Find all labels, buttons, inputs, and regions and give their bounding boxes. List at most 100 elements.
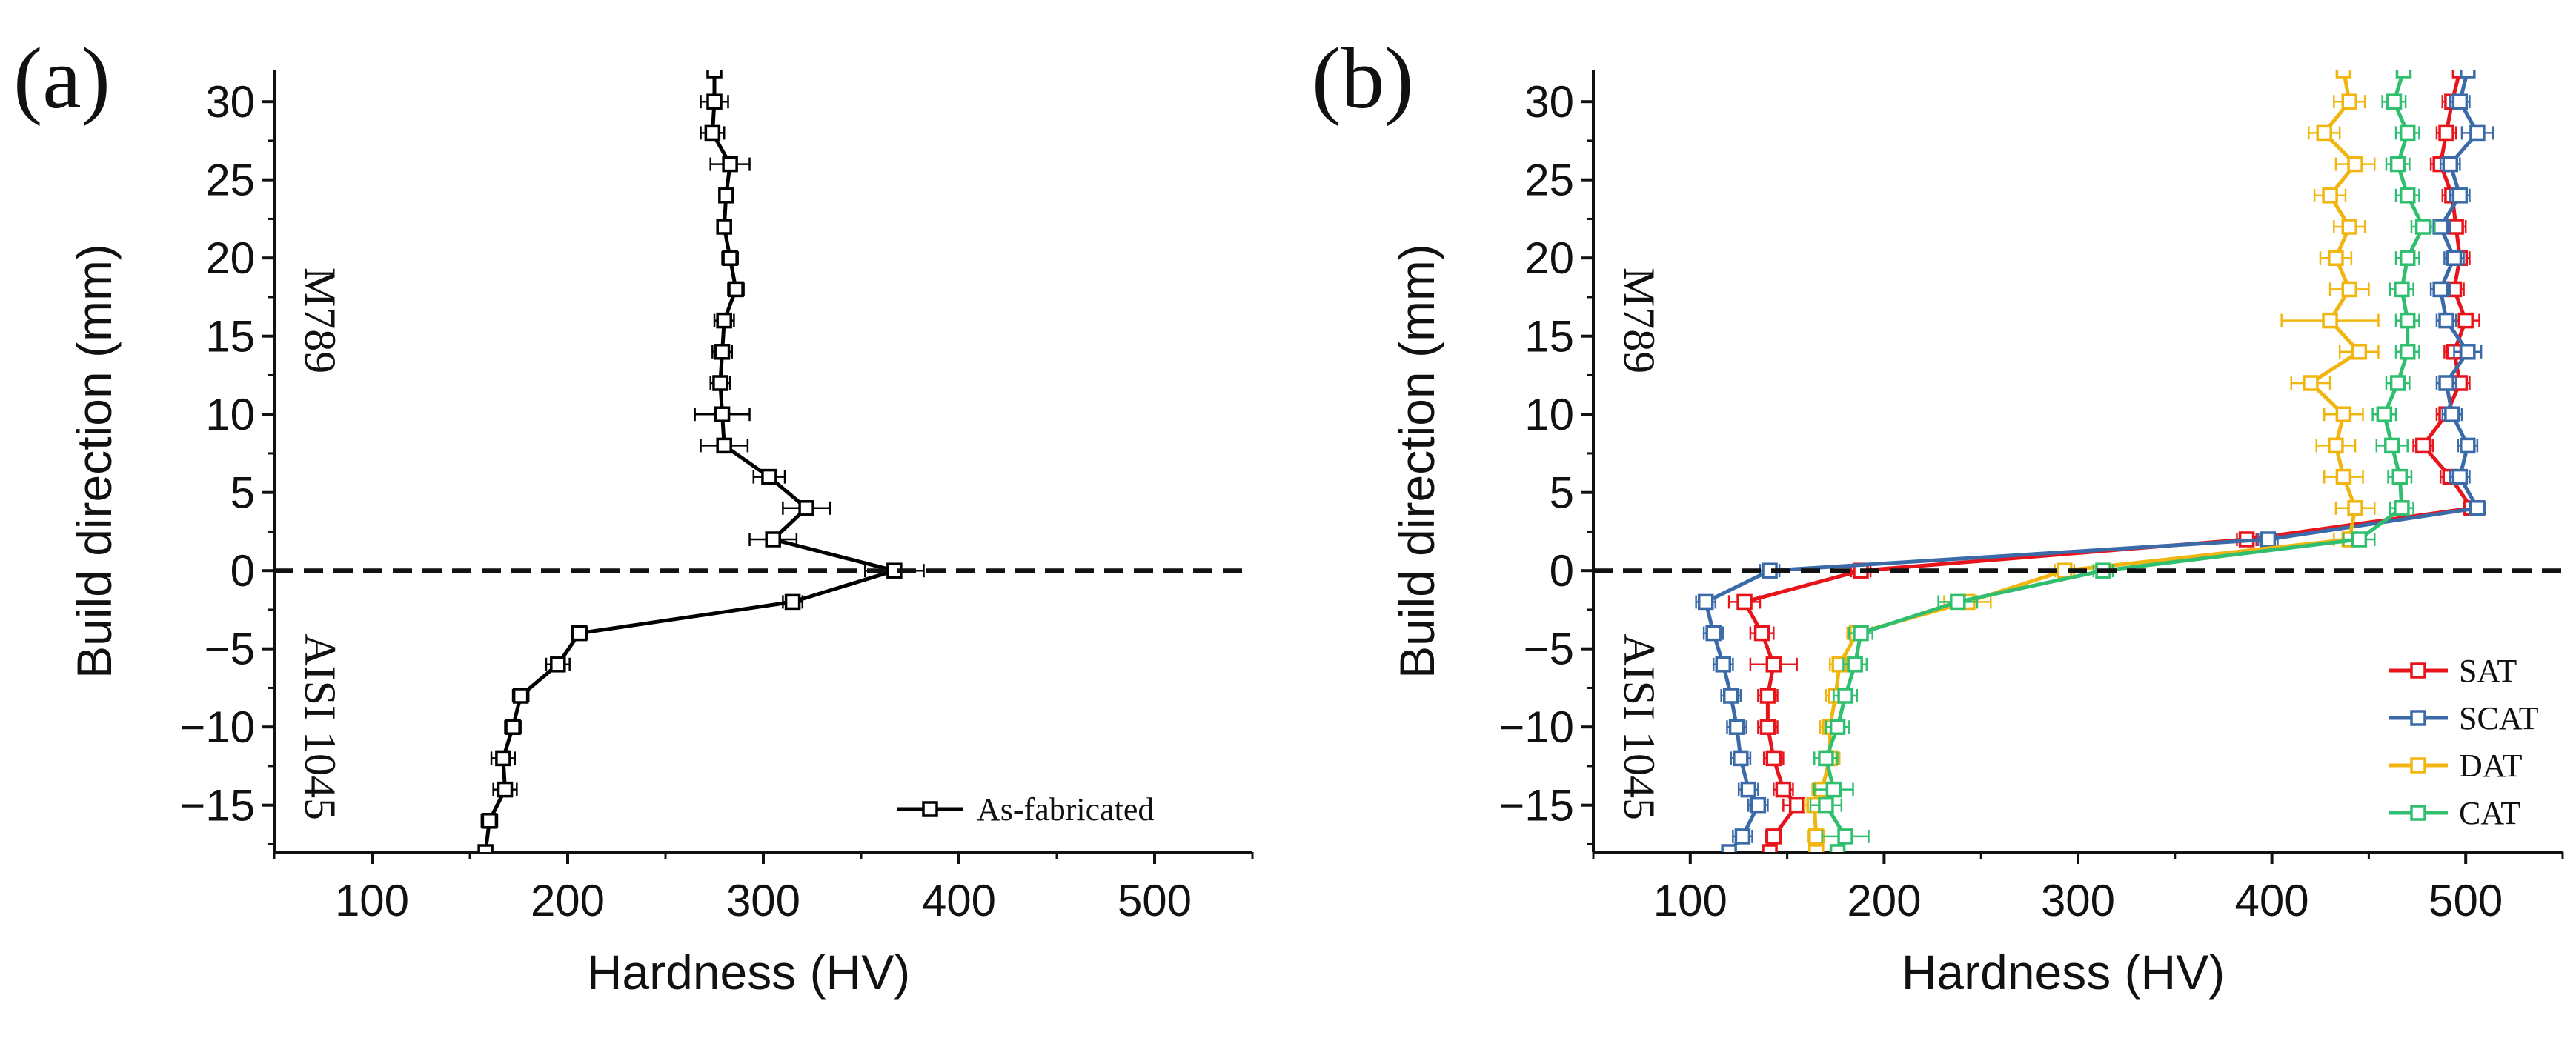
data-point bbox=[1847, 656, 1863, 673]
data-point bbox=[1753, 625, 1770, 642]
x-tick-label: 100 bbox=[1653, 876, 1727, 925]
y-tick-label: −10 bbox=[179, 702, 255, 752]
data-point bbox=[2438, 312, 2454, 329]
data-point bbox=[714, 406, 731, 422]
y-tick-label: −15 bbox=[1498, 781, 1574, 831]
x-tick-label: 300 bbox=[726, 876, 800, 925]
x-tick-label: 200 bbox=[1847, 876, 1921, 925]
region-label-lower: AISI 1045 bbox=[1615, 633, 1664, 820]
legend-label: SCAT bbox=[2459, 700, 2539, 736]
data-point bbox=[1950, 593, 1966, 611]
y-tick-label: −15 bbox=[179, 781, 255, 831]
y-axis-title: Build direction (mm) bbox=[1390, 244, 1444, 679]
data-point bbox=[716, 437, 732, 454]
y-axis-title: Build direction (mm) bbox=[67, 244, 122, 679]
x-tick-label: 300 bbox=[2041, 876, 2115, 925]
y-tick-label: 30 bbox=[1524, 77, 1574, 127]
series-cat bbox=[1809, 70, 2436, 852]
data-point bbox=[2347, 500, 2363, 516]
legend-label: As-fabricated bbox=[977, 791, 1154, 828]
data-point bbox=[718, 187, 734, 204]
data-point bbox=[2399, 344, 2416, 360]
data-point bbox=[2316, 124, 2332, 142]
data-point bbox=[1734, 828, 1751, 845]
y-tick-label: −5 bbox=[1524, 625, 1574, 674]
data-point bbox=[761, 468, 777, 485]
y-tick-label: −5 bbox=[205, 625, 255, 674]
data-point bbox=[1721, 844, 1737, 852]
data-point bbox=[1697, 593, 1714, 611]
data-point bbox=[1736, 593, 1753, 611]
data-point bbox=[512, 688, 529, 704]
data-point bbox=[477, 844, 494, 852]
data-point bbox=[2328, 437, 2344, 454]
data-point bbox=[2322, 312, 2338, 329]
data-point bbox=[1740, 781, 1757, 798]
data-point bbox=[1829, 844, 1846, 852]
data-point bbox=[2391, 468, 2409, 485]
x-tick-label: 500 bbox=[1118, 876, 1192, 925]
legend: As-fabricated bbox=[897, 791, 1154, 828]
y-tick-label: 15 bbox=[1524, 312, 1574, 362]
data-point bbox=[2341, 219, 2357, 235]
data-point bbox=[2335, 70, 2352, 79]
data-point bbox=[2448, 219, 2464, 235]
data-point bbox=[2460, 344, 2476, 360]
data-point bbox=[714, 344, 731, 360]
data-point bbox=[722, 156, 738, 173]
legend-swatch-marker bbox=[922, 801, 938, 817]
y-tick-label: 0 bbox=[1550, 546, 1574, 596]
data-point bbox=[1722, 688, 1739, 704]
y-tick-label: 10 bbox=[205, 390, 255, 439]
data-point bbox=[706, 93, 723, 110]
data-point bbox=[1715, 656, 1732, 673]
data-point bbox=[1788, 796, 1805, 814]
data-point bbox=[728, 281, 744, 298]
data-point bbox=[481, 813, 498, 829]
legend-label: SAT bbox=[2459, 653, 2517, 689]
data-point bbox=[2384, 437, 2400, 454]
data-point bbox=[2347, 156, 2363, 173]
x-tick-label: 200 bbox=[531, 876, 605, 925]
data-point bbox=[571, 625, 588, 642]
legend-swatch-marker bbox=[2410, 805, 2426, 821]
data-point bbox=[2389, 156, 2406, 173]
data-point bbox=[2446, 250, 2463, 266]
legend-label: DAT bbox=[2459, 748, 2523, 784]
data-point bbox=[2432, 281, 2449, 298]
data-point bbox=[2399, 250, 2416, 266]
data-point bbox=[2351, 531, 2368, 548]
y-tick-label: 20 bbox=[205, 233, 255, 283]
panel-label: (a) bbox=[13, 30, 110, 127]
data-point bbox=[2442, 156, 2459, 173]
legend-swatch-marker bbox=[2410, 662, 2426, 679]
region-label-lower: AISI 1045 bbox=[296, 633, 345, 820]
series-group bbox=[1695, 70, 2494, 852]
data-point bbox=[495, 750, 511, 767]
data-point bbox=[2414, 219, 2431, 235]
legend-label: CAT bbox=[2459, 795, 2520, 831]
x-axis-title: Hardness (HV) bbox=[587, 945, 910, 1000]
data-point bbox=[2260, 531, 2277, 548]
data-point bbox=[2444, 406, 2460, 422]
data-point bbox=[2376, 406, 2393, 422]
y-tick-label: 30 bbox=[205, 77, 255, 127]
data-point bbox=[2460, 70, 2476, 79]
data-point bbox=[784, 593, 801, 611]
data-point bbox=[505, 719, 521, 735]
data-point bbox=[1765, 656, 1782, 673]
series-group bbox=[477, 70, 925, 852]
data-point bbox=[2414, 437, 2431, 454]
y-tick-label: 15 bbox=[205, 312, 255, 362]
data-point bbox=[722, 250, 738, 266]
data-point bbox=[2399, 124, 2416, 142]
data-point bbox=[2432, 219, 2449, 235]
series-sat bbox=[1727, 70, 2480, 852]
data-point bbox=[2469, 500, 2486, 516]
series-as-fabricated bbox=[477, 70, 925, 852]
x-tick-label: 100 bbox=[335, 876, 409, 925]
y-tick-label: 0 bbox=[230, 546, 255, 596]
data-point bbox=[716, 219, 732, 235]
data-point bbox=[2451, 468, 2469, 485]
